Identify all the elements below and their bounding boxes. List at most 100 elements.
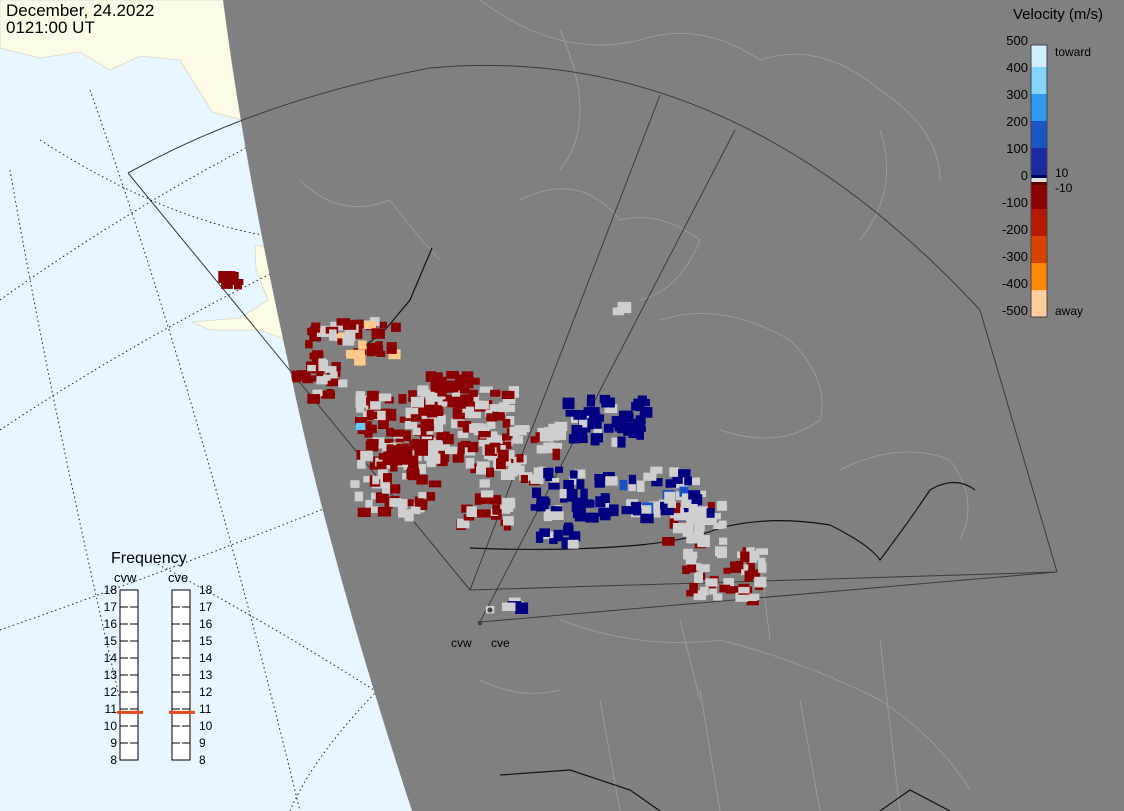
velocity-cell — [415, 407, 429, 416]
velocity-cell — [434, 420, 444, 433]
velocity-cell — [567, 539, 579, 549]
site-label-cve: cve — [491, 636, 510, 650]
velocity-cell — [364, 321, 376, 329]
velocity-cell — [691, 563, 702, 571]
velocity-cell — [622, 412, 634, 420]
velocity-cell — [579, 431, 588, 439]
velocity-cell — [623, 422, 638, 434]
velocity-cell — [338, 379, 348, 388]
velocity-cell — [498, 402, 509, 413]
velocity-cell — [631, 402, 641, 411]
velocity-cell — [708, 583, 716, 591]
velocity-cell — [665, 479, 677, 488]
velocity-cell — [536, 496, 549, 507]
velocity-cell — [426, 459, 436, 468]
velocity-tick-label: -400 — [1001, 276, 1028, 291]
velocity-cell — [420, 439, 434, 446]
velocity-cell — [403, 460, 413, 470]
velocity-cell — [578, 415, 590, 428]
velocity-cell — [568, 531, 581, 542]
velocity-cell — [446, 380, 454, 392]
velocity-cell — [718, 520, 727, 529]
velocity-cell — [329, 329, 337, 341]
velocity-cell — [357, 507, 371, 518]
velocity-cell — [617, 301, 632, 314]
velocity-cell — [501, 602, 516, 611]
velocity-cell — [695, 490, 707, 497]
frequency-scale-label: 13 — [103, 668, 117, 682]
velocity-cell — [694, 525, 704, 538]
velocity-cell — [334, 332, 345, 342]
velocity-cell — [505, 450, 515, 459]
velocity-tick-label: -300 — [1001, 249, 1028, 264]
velocity-cell — [368, 411, 378, 420]
velocity-cell — [742, 547, 750, 554]
velocity-cell — [355, 422, 366, 431]
velocity-cell — [672, 502, 681, 515]
velocity-cell — [386, 427, 394, 437]
velocity-cell — [502, 433, 512, 441]
velocity-cell — [445, 446, 458, 455]
velocity-cell — [292, 373, 301, 383]
velocity-cell — [492, 411, 505, 421]
velocity-cell — [469, 423, 483, 433]
frequency-scale-label: 15 — [103, 634, 117, 648]
velocity-cell — [564, 522, 573, 534]
velocity-cell — [404, 509, 414, 522]
velocity-cell — [689, 583, 698, 594]
velocity-cell — [713, 522, 724, 529]
velocity-cell — [406, 469, 420, 480]
velocity-cell — [452, 407, 465, 420]
velocity-cell — [601, 397, 615, 408]
velocity-cell — [471, 395, 480, 403]
velocity-cell — [372, 346, 384, 355]
velocity-cell — [723, 567, 731, 574]
velocity-cell — [539, 503, 549, 510]
velocity-cell — [410, 396, 424, 407]
velocity-cell — [517, 425, 526, 432]
velocity-cell — [679, 486, 689, 497]
velocity-cell — [604, 404, 618, 414]
velocity-cell — [594, 479, 605, 488]
frequency-scale-label: 8 — [199, 753, 206, 767]
velocity-cell — [351, 349, 365, 358]
velocity-cell — [390, 445, 398, 457]
velocity-cell — [520, 475, 528, 483]
velocity-cell — [709, 588, 717, 595]
velocity-cell — [502, 418, 511, 428]
velocity-cell — [636, 480, 645, 492]
velocity-cell — [479, 479, 490, 488]
velocity-cell — [632, 418, 644, 430]
velocity-cell — [706, 508, 715, 518]
velocity-cell — [311, 353, 323, 364]
velocity-cell — [402, 451, 411, 460]
velocity-cell — [617, 436, 626, 448]
velocity-cell — [371, 506, 380, 513]
velocity-cell — [508, 466, 518, 477]
velocity-cell — [371, 492, 379, 500]
gauge-label-cvw: cvw — [114, 570, 137, 585]
velocity-cell — [475, 400, 489, 410]
velocity-cell — [711, 513, 721, 520]
velocity-cell — [409, 455, 419, 468]
velocity-cell — [746, 561, 755, 574]
velocity-cell — [573, 410, 587, 420]
velocity-cell — [389, 484, 401, 494]
velocity-cell — [754, 576, 767, 588]
velocity-cell — [410, 506, 421, 515]
velocity-cell — [382, 458, 390, 466]
velocity-cell — [378, 393, 392, 402]
velocity-cell — [703, 513, 717, 525]
velocity-tick-label: 400 — [1006, 60, 1028, 75]
frequency-scale-label: 13 — [199, 668, 213, 682]
velocity-cell — [693, 590, 706, 601]
velocity-cell — [628, 484, 636, 492]
velocity-cell — [549, 511, 564, 520]
velocity-cell — [447, 399, 457, 408]
velocity-cell — [376, 461, 387, 470]
velocity-cell — [462, 421, 472, 433]
velocity-cell — [386, 444, 394, 454]
velocity-cell — [305, 340, 313, 349]
velocity-cell — [621, 506, 635, 515]
